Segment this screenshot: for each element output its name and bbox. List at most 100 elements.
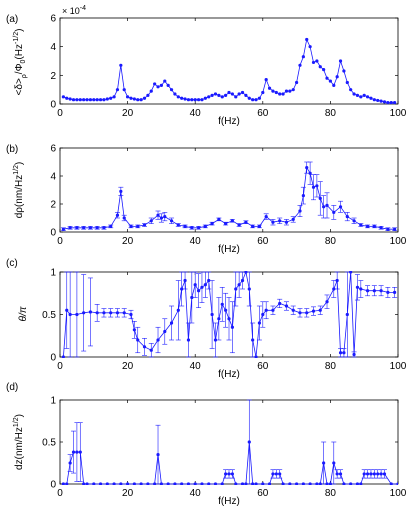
data-point bbox=[271, 220, 275, 224]
data-point bbox=[308, 171, 312, 175]
data-point bbox=[325, 203, 329, 207]
data-point bbox=[372, 289, 376, 293]
data-point bbox=[190, 98, 194, 102]
data-point bbox=[295, 482, 299, 485]
data-point bbox=[264, 215, 268, 219]
data-point bbox=[352, 352, 356, 357]
data-point bbox=[217, 93, 221, 97]
data-point bbox=[159, 482, 163, 485]
data-point bbox=[65, 482, 69, 485]
y-tick-label: 0 bbox=[50, 228, 56, 239]
data-point bbox=[75, 312, 79, 317]
data-point bbox=[88, 310, 93, 314]
x-tick-label: 0 bbox=[57, 361, 63, 372]
data-point bbox=[217, 217, 221, 221]
y-tick-label: 6 bbox=[50, 144, 56, 155]
data-point bbox=[65, 308, 69, 312]
data-point bbox=[220, 482, 224, 485]
series-group bbox=[61, 399, 398, 485]
data-point bbox=[322, 461, 326, 465]
data-point bbox=[213, 338, 218, 342]
chart-panel-4: 0 20 40 60 80 100 0 0.5 1 (d) f(Hz) dz(nm/Hz1/2) bbox=[6, 382, 407, 507]
data-point bbox=[105, 97, 109, 101]
y-tick-label: 6 bbox=[50, 14, 56, 25]
data-point bbox=[210, 93, 214, 97]
data-point bbox=[301, 482, 305, 485]
data-point bbox=[369, 472, 373, 476]
data-point bbox=[159, 216, 163, 220]
x-axis-label: f(Hz) bbox=[218, 369, 240, 380]
data-point bbox=[166, 482, 170, 485]
data-point bbox=[237, 92, 241, 96]
data-point bbox=[257, 321, 262, 325]
series-line bbox=[63, 166, 395, 230]
data-point bbox=[244, 93, 248, 97]
data-point bbox=[247, 96, 251, 100]
data-point bbox=[186, 338, 191, 342]
data-point bbox=[126, 95, 130, 99]
data-point bbox=[75, 226, 79, 230]
panel-label: (a) bbox=[6, 14, 18, 25]
data-point bbox=[95, 226, 99, 230]
chart-panel-1: 0 20 40 60 80 100 0 2 4 6 (a) f(Hz) <δ>ρ/Φ0(Hz-1/2) ×… bbox=[6, 5, 407, 127]
data-point bbox=[88, 226, 93, 230]
data-point bbox=[92, 98, 96, 102]
data-point bbox=[328, 79, 332, 83]
data-point bbox=[129, 224, 133, 228]
data-point bbox=[139, 98, 143, 102]
y-tick-label: 0.5 bbox=[42, 438, 56, 449]
data-point bbox=[393, 290, 397, 294]
data-point bbox=[149, 89, 153, 93]
data-point bbox=[156, 85, 160, 89]
x-tick-label: 60 bbox=[257, 361, 269, 372]
data-point bbox=[98, 98, 103, 102]
data-point bbox=[149, 348, 153, 352]
data-point bbox=[203, 283, 207, 287]
data-point bbox=[247, 287, 251, 291]
data-point bbox=[305, 311, 309, 315]
data-point bbox=[328, 482, 332, 485]
data-point bbox=[139, 482, 143, 485]
data-point bbox=[379, 289, 383, 293]
data-point bbox=[274, 472, 278, 476]
y-axis-label: dρ(nm/Hz1/2) bbox=[13, 162, 25, 219]
data-point bbox=[68, 312, 72, 317]
data-point bbox=[335, 75, 339, 79]
data-point bbox=[82, 98, 86, 102]
y-tick-label: 0 bbox=[50, 480, 56, 491]
data-point bbox=[284, 89, 289, 93]
data-point bbox=[362, 93, 366, 97]
data-point bbox=[254, 355, 258, 358]
data-point bbox=[156, 213, 160, 217]
data-point bbox=[115, 88, 120, 92]
data-point bbox=[109, 96, 113, 100]
data-point bbox=[288, 482, 292, 485]
x-axis-label: f(Hz) bbox=[218, 244, 240, 255]
data-point bbox=[132, 328, 136, 332]
data-point bbox=[365, 95, 370, 99]
data-point bbox=[85, 98, 89, 102]
data-point bbox=[386, 100, 390, 105]
data-point bbox=[180, 96, 184, 100]
data-point bbox=[237, 223, 241, 227]
data-point bbox=[196, 226, 201, 230]
data-point bbox=[359, 287, 363, 291]
data-point bbox=[365, 224, 370, 228]
y-tick-label: 2 bbox=[50, 200, 56, 211]
data-point bbox=[142, 96, 147, 100]
data-point bbox=[389, 100, 393, 105]
data-point bbox=[291, 88, 295, 92]
data-point bbox=[305, 166, 309, 170]
x-tick-label: 100 bbox=[390, 361, 407, 372]
data-point bbox=[267, 86, 272, 90]
data-point bbox=[190, 226, 194, 230]
data-point bbox=[254, 482, 258, 485]
data-point bbox=[267, 482, 272, 485]
data-point bbox=[234, 482, 238, 485]
data-point bbox=[88, 98, 93, 102]
data-point bbox=[345, 80, 349, 85]
data-point bbox=[142, 345, 147, 349]
data-point bbox=[176, 308, 180, 312]
data-point bbox=[68, 226, 72, 230]
data-point bbox=[95, 98, 99, 102]
